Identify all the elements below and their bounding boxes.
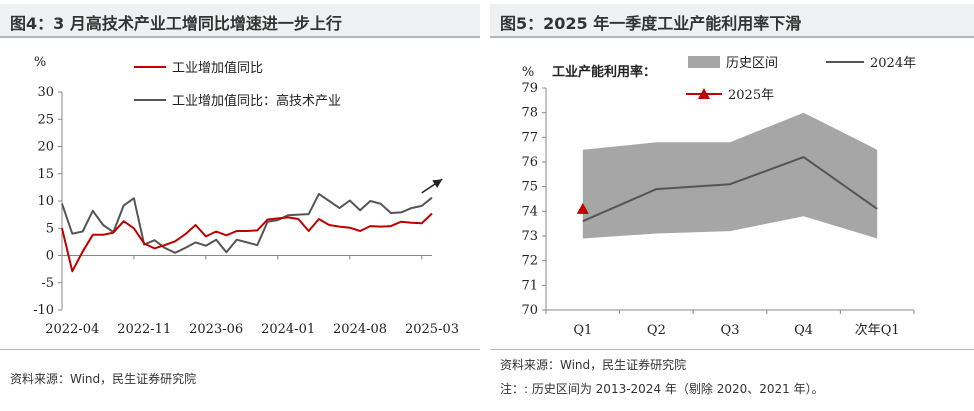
y-tick-label: 78	[521, 106, 538, 121]
y-tick-label: 71	[521, 278, 538, 293]
y-axis-unit: %	[522, 65, 534, 80]
chart-left-svg: -10 -5 0 5 10 15 20 25 30% 2022-04 2022-11 2023-06 2…	[33, 55, 459, 337]
series-line	[582, 156, 878, 223]
y-tick-label: 75	[521, 180, 538, 195]
x-tick-label: Q3	[721, 323, 740, 338]
x-tick-label: 2022-11	[117, 322, 171, 337]
source-note: 资料来源：Wind，民生证券研究院	[500, 358, 687, 372]
y-tick-label: -10	[33, 303, 54, 318]
legend-swatch	[688, 56, 720, 68]
legend-label: 工业增加值同比	[172, 60, 263, 76]
x-tick-label: 2025-03	[405, 322, 459, 337]
source-note: 资料来源：Wind，民生证券研究院	[10, 372, 197, 386]
trend-arrow-head	[432, 179, 443, 188]
series-marker	[576, 202, 589, 214]
chart-right-svg: 70 71 72 73 74 75 76 77 78 79% 工业产能利用率： Q1 Q2 Q3 Q4 次年Q…	[521, 56, 916, 338]
x-tick-label: 2022-04	[45, 322, 99, 337]
chart-title: 图5：2025 年一季度工业产能利用率下滑	[500, 14, 802, 33]
x-tick-label: 次年Q1	[855, 322, 900, 338]
x-tick-label: Q4	[794, 323, 813, 338]
x-tick-label: 2023-06	[189, 322, 243, 337]
y-tick-label: 70	[521, 303, 538, 318]
y-tick-label: 76	[521, 155, 538, 170]
title-bar: 图4：3 月高技术产业工增同比增速进一步上行	[0, 4, 480, 38]
series-line	[61, 192, 433, 254]
chart-subtitle: 工业产能利用率：	[552, 64, 656, 80]
title-bar: 图5：2025 年一季度工业产能利用率下滑	[490, 4, 974, 38]
y-tick-label: 30	[37, 85, 54, 100]
legend-label: 工业增加值同比：高技术产业	[172, 93, 341, 109]
legend-label: 2025年	[728, 88, 774, 103]
series-line	[61, 212, 433, 273]
footnote: 注：: 历史区间为 2013-2024 年（剔除 2020、2021 年）。	[500, 382, 824, 396]
y-tick-label: 77	[521, 130, 538, 145]
y-tick-label: 5	[46, 221, 54, 236]
y-tick-label: 79	[521, 81, 538, 96]
divider	[490, 349, 974, 350]
chart-title: 图4：3 月高技术产业工增同比增速进一步上行	[10, 14, 342, 33]
y-tick-label: 10	[37, 194, 54, 209]
y-axis-unit: %	[34, 55, 46, 70]
x-tick-label: Q2	[647, 323, 666, 338]
y-tick-label: 20	[37, 140, 54, 155]
history-range-band	[582, 112, 878, 239]
y-tick-label: 25	[37, 112, 54, 127]
chart-panel-right: 图5：2025 年一季度工业产能利用率下滑 70 71 72 73 74 75 76 77 78…	[490, 0, 974, 411]
y-tick-label: 73	[521, 229, 538, 244]
y-tick-label: 72	[521, 254, 538, 269]
legend-label: 历史区间	[726, 56, 778, 71]
legend-swatch	[698, 88, 710, 99]
y-tick-label: 74	[521, 204, 538, 219]
y-tick-label: -5	[41, 276, 54, 291]
divider	[0, 349, 480, 350]
chart-panel-left: 图4：3 月高技术产业工增同比增速进一步上行 -10 -5 0 5 10 15 20 25 30…	[0, 0, 480, 411]
x-tick-label: 2024-08	[333, 322, 387, 337]
legend-label: 2024年	[870, 56, 916, 71]
y-tick-label: 15	[37, 167, 54, 182]
y-tick-label: 0	[46, 249, 54, 264]
x-tick-label: 2024-01	[261, 322, 315, 337]
x-tick-label: Q1	[573, 323, 592, 338]
